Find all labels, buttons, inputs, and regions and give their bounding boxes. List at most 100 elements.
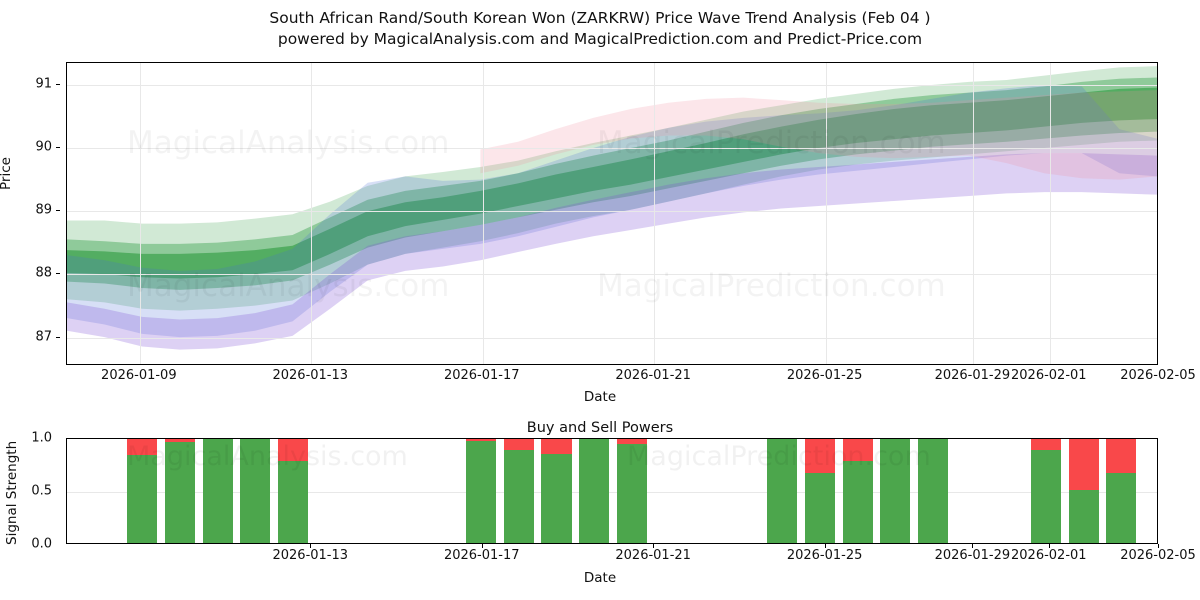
y-tick-mark bbox=[56, 273, 60, 275]
x-tick-mark bbox=[824, 544, 826, 548]
buy-power-segment bbox=[466, 441, 497, 543]
x-tick-label: 2026-01-25 bbox=[786, 368, 863, 383]
sell-power-segment bbox=[1030, 439, 1062, 450]
price-y-axis-labels: 87 88 89 90 91 bbox=[0, 62, 60, 365]
page-title: South African Rand/South Korean Won (ZAR… bbox=[269, 9, 931, 27]
y-tick-mark bbox=[56, 147, 60, 149]
x-tick-label: 2026-01-21 bbox=[615, 368, 691, 383]
signal-y-axis-labels: 0.0 0.5 1.0 bbox=[0, 0, 60, 600]
x-tick-label: 2026-01-17 bbox=[443, 368, 520, 383]
buy-power-segment bbox=[277, 461, 308, 543]
gridline-vertical bbox=[825, 63, 827, 364]
gridline-horizontal bbox=[67, 274, 1157, 276]
y-tick-label: 90 bbox=[35, 139, 52, 155]
chart-title-block: South African Rand/South Korean Won (ZAR… bbox=[0, 8, 1200, 50]
signal-chart-title: Buy and Sell Powers bbox=[526, 420, 674, 436]
x-tick-label: 2026-02-05 bbox=[1120, 548, 1196, 563]
signal-bar bbox=[767, 439, 798, 543]
signal-bar bbox=[127, 439, 158, 543]
gridline-horizontal bbox=[67, 148, 1157, 150]
sell-power-segment bbox=[616, 439, 647, 445]
signal-bar bbox=[880, 439, 911, 543]
signal-bar bbox=[202, 439, 233, 543]
gridline-horizontal bbox=[67, 337, 1157, 339]
signal-bar bbox=[579, 439, 610, 543]
gridline-horizontal bbox=[67, 492, 1157, 493]
signal-bar bbox=[1030, 439, 1062, 543]
buy-power-segment bbox=[767, 439, 798, 543]
x-tick-label: 2026-02-05 bbox=[1120, 368, 1196, 383]
x-tick-label: 2026-01-09 bbox=[101, 368, 177, 383]
buy-power-segment bbox=[202, 439, 233, 543]
signal-bar bbox=[503, 439, 534, 543]
sell-power-segment bbox=[127, 439, 158, 456]
x-tick-mark bbox=[1158, 544, 1159, 548]
x-tick-label: 2026-01-13 bbox=[272, 368, 349, 383]
y-tick-label: 1.0 bbox=[31, 430, 52, 446]
signal-bar bbox=[541, 439, 572, 543]
sell-power-segment bbox=[466, 439, 497, 442]
wave-band-pink-band bbox=[480, 90, 1157, 180]
signal-x-axis-title: Date bbox=[583, 570, 617, 586]
sell-power-segment bbox=[1068, 439, 1099, 490]
buy-power-segment bbox=[541, 453, 572, 543]
signal-bar bbox=[1106, 439, 1137, 543]
x-tick-mark bbox=[653, 544, 655, 548]
x-tick-label: 2026-02-01 bbox=[1011, 368, 1087, 383]
sell-power-segment bbox=[277, 439, 308, 462]
buy-power-segment bbox=[1106, 473, 1137, 543]
signal-bar bbox=[240, 439, 271, 543]
price-wave-bands bbox=[67, 66, 1157, 350]
buy-power-segment bbox=[240, 439, 271, 543]
x-tick-label: 2026-01-17 bbox=[443, 548, 520, 563]
signal-bar bbox=[164, 439, 195, 543]
sell-power-segment bbox=[164, 439, 195, 443]
signal-bar bbox=[918, 439, 949, 543]
signal-bar bbox=[805, 439, 836, 543]
gridline-horizontal bbox=[67, 85, 1157, 87]
buy-power-segment bbox=[918, 439, 949, 543]
wave-band-blue-band bbox=[67, 85, 1157, 338]
signal-bar bbox=[616, 439, 647, 543]
signal-y-axis-title: Signal Strength bbox=[4, 440, 20, 545]
signal-bar bbox=[842, 439, 873, 543]
x-tick-label: 2026-01-25 bbox=[786, 548, 863, 563]
price-x-axis-labels: 2026-01-09 2026-01-13 2026-01-17 2026-01-21… bbox=[66, 368, 1196, 388]
y-tick-label: 87 bbox=[35, 329, 52, 345]
signal-bar bbox=[466, 439, 497, 543]
signal-bar bbox=[277, 439, 308, 543]
sell-power-segment bbox=[842, 439, 873, 462]
x-tick-label: 2026-01-13 bbox=[272, 548, 349, 563]
signal-x-axis-labels: 2026-01-13 2026-01-17 2026-01-21 2026-01-25… bbox=[66, 548, 1195, 568]
gridline-vertical bbox=[654, 63, 656, 364]
x-tick-mark bbox=[1048, 544, 1050, 548]
y-tick-label: 88 bbox=[35, 265, 52, 281]
sell-power-segment bbox=[503, 439, 534, 450]
signal-bar bbox=[1068, 439, 1099, 543]
gridline-vertical bbox=[311, 63, 313, 364]
y-tick-label: 89 bbox=[35, 202, 52, 218]
y-tick-mark bbox=[56, 210, 60, 212]
gridline-horizontal bbox=[67, 211, 1157, 213]
gridline-vertical bbox=[139, 63, 141, 364]
buy-power-segment bbox=[1030, 449, 1062, 543]
sell-power-segment bbox=[541, 439, 572, 454]
signal-chart-panel: MagicalAnalysis.comMagicalPrediction.com bbox=[66, 438, 1158, 544]
buy-power-segment bbox=[164, 442, 195, 543]
x-tick-label: 2026-01-29 bbox=[934, 548, 1011, 563]
buy-power-segment bbox=[127, 455, 158, 543]
y-tick-mark bbox=[56, 336, 60, 338]
gridline-vertical bbox=[973, 63, 975, 364]
buy-power-segment bbox=[880, 439, 911, 543]
sell-power-segment bbox=[1106, 439, 1137, 474]
page-subtitle: powered by MagicalAnalysis.com and Magic… bbox=[277, 30, 923, 48]
x-tick-label: 2026-02-01 bbox=[1011, 548, 1087, 563]
x-tick-mark bbox=[481, 544, 483, 548]
x-tick-mark bbox=[310, 544, 312, 548]
wave-band-purple-band bbox=[67, 153, 1157, 350]
x-tick-label: 2026-01-29 bbox=[934, 368, 1011, 383]
x-tick-label: 2026-01-21 bbox=[615, 548, 691, 563]
price-x-axis-title: Date bbox=[583, 389, 617, 405]
buy-power-segment bbox=[805, 473, 836, 543]
